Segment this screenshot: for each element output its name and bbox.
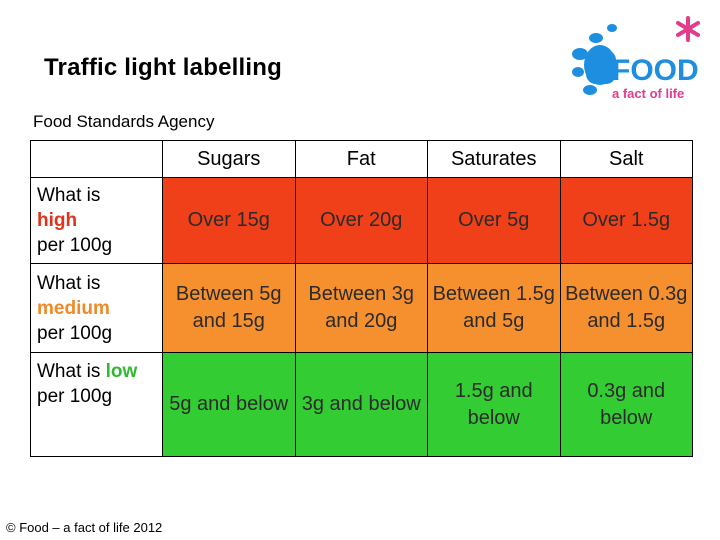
- copyright-footer: © Food – a fact of life 2012: [6, 520, 163, 535]
- food-a-fact-of-life-logo: FOOD a fact of life: [572, 16, 700, 101]
- label-suffix: per 100g: [37, 386, 113, 407]
- row-label-medium: What is medium per 100g: [30, 263, 163, 353]
- table-row-low: What is low per 100g 5g and below 3g and…: [30, 352, 693, 457]
- page-title: Traffic light labelling: [44, 54, 282, 81]
- cell-sugars-low: 5g and below: [162, 352, 296, 457]
- cell-salt-low: 0.3g and below: [559, 352, 693, 457]
- label-keyword-high: high: [37, 210, 78, 231]
- page-subtitle: Food Standards Agency: [33, 112, 215, 131]
- header-salt: Salt: [559, 140, 693, 178]
- cell-fat-low: 3g and below: [294, 352, 428, 457]
- cell-sugars-medium: Between 5g and 15g: [162, 263, 296, 353]
- cell-saturates-medium: Between 1.5g and 5g: [427, 263, 561, 353]
- label-prefix: What is: [37, 361, 101, 382]
- cell-sugars-high: Over 15g: [162, 177, 296, 264]
- header-row: Sugars Fat Saturates Salt: [30, 140, 693, 178]
- header-corner: [30, 140, 163, 178]
- cell-saturates-high: Over 5g: [427, 177, 561, 264]
- header-fat: Fat: [294, 140, 428, 178]
- table-row-medium: What is medium per 100g Between 5g and 1…: [30, 263, 693, 353]
- cell-fat-high: Over 20g: [294, 177, 428, 264]
- cell-fat-medium: Between 3g and 20g: [294, 263, 428, 353]
- cell-salt-medium: Between 0.3g and 1.5g: [559, 263, 693, 353]
- logo-tagline: a fact of life: [612, 86, 684, 101]
- row-label-low: What is low per 100g: [30, 352, 163, 457]
- label-prefix: What is: [37, 185, 101, 206]
- label-keyword-low: low: [105, 361, 138, 382]
- label-suffix: per 100g: [37, 235, 113, 256]
- row-label-high: What is high per 100g: [30, 177, 163, 264]
- header-saturates: Saturates: [427, 140, 561, 178]
- cell-salt-high: Over 1.5g: [559, 177, 693, 264]
- table-row-high: What is high per 100g Over 15g Over 20g …: [30, 177, 693, 264]
- logo-word: FOOD: [612, 54, 699, 87]
- header-sugars: Sugars: [162, 140, 296, 178]
- label-prefix: What is: [37, 272, 101, 294]
- label-suffix: per 100g: [37, 322, 113, 344]
- cell-saturates-low: 1.5g and below: [427, 352, 561, 457]
- traffic-light-table: Sugars Fat Saturates Salt What is high p…: [30, 140, 693, 457]
- label-keyword-medium: medium: [37, 297, 110, 319]
